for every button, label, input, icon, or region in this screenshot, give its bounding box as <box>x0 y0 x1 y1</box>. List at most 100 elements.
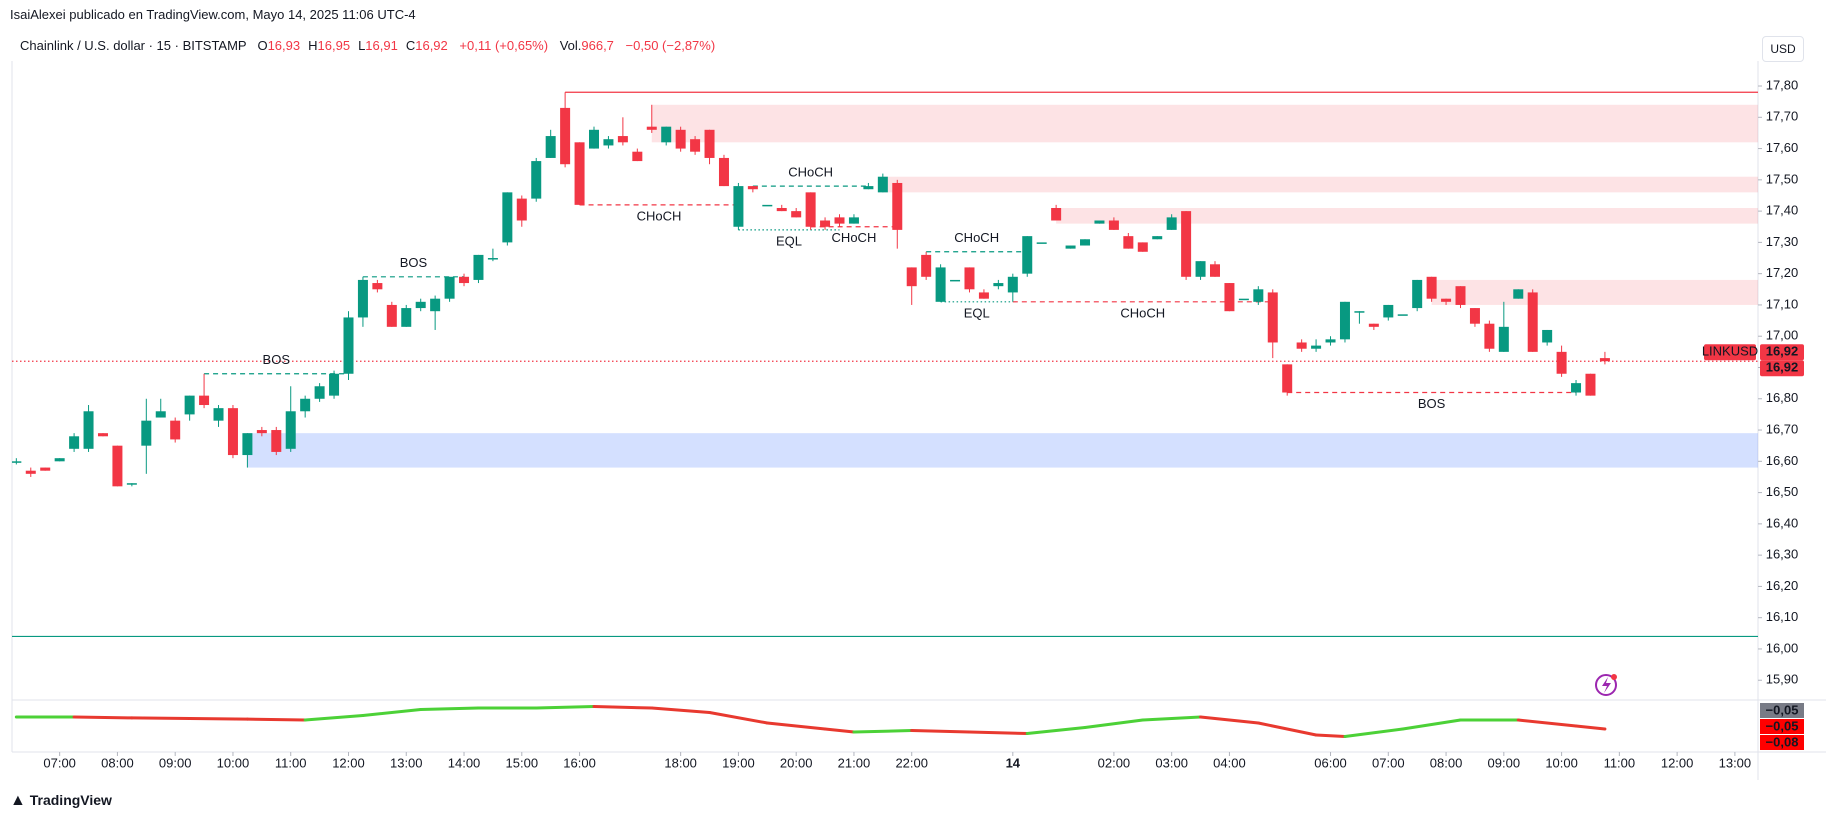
x-tick-label: 14:00 <box>448 755 481 770</box>
candle-body <box>25 470 36 474</box>
x-tick-label: 12:00 <box>1661 755 1694 770</box>
candle-body <box>256 430 267 434</box>
candle-body <box>112 445 123 487</box>
candle-body <box>12 461 22 463</box>
y-tick-label: 16,50 <box>1766 484 1799 499</box>
candle-body <box>170 420 181 440</box>
candle-body <box>1585 373 1596 396</box>
level-label: CHoCH <box>832 230 877 245</box>
y-tick-label: 17,00 <box>1766 328 1799 343</box>
ohlc-key: H <box>308 38 318 53</box>
candle-body <box>1556 351 1567 374</box>
symbol: Chainlink / U.S. dollar · 15 · BITSTAMP <box>20 38 247 53</box>
x-tick-label: 06:00 <box>1314 755 1347 770</box>
x-tick-label: 15:00 <box>506 755 539 770</box>
candle-body <box>1368 323 1379 327</box>
zone <box>247 433 1758 468</box>
ohlc-key: O <box>257 38 268 53</box>
ohlc-value: 16,91 <box>365 38 398 53</box>
candle-body <box>1513 289 1524 299</box>
candle-body <box>1441 298 1452 302</box>
candle-body <box>863 186 874 190</box>
x-tick-label: 12:00 <box>332 755 365 770</box>
candle-body <box>1238 298 1249 301</box>
candle-body <box>1354 311 1365 313</box>
osc-segment <box>708 711 769 725</box>
candle-body <box>1325 339 1336 343</box>
candle-body <box>329 373 340 396</box>
symbol-box <box>1704 344 1756 361</box>
x-tick-label: 11:00 <box>1604 755 1636 770</box>
candle-body <box>1296 342 1307 349</box>
zone <box>1056 207 1758 224</box>
candle-body <box>1080 239 1091 246</box>
osc-segment <box>823 727 856 734</box>
candle-body <box>444 276 455 299</box>
x-tick-label: 07:00 <box>1372 755 1405 770</box>
osc-segment <box>852 729 914 734</box>
x-tick-label: 22:00 <box>895 755 928 770</box>
ohlc-value: 16,92 <box>415 38 448 53</box>
candle-body <box>661 126 672 143</box>
x-tick-label: 21:00 <box>838 755 871 770</box>
price-box <box>1760 344 1804 361</box>
candle-body <box>762 204 773 207</box>
ohlc-key: C <box>405 38 416 53</box>
candle-body <box>921 254 932 277</box>
volume-change: −0,50 (−2,87%) <box>625 38 716 53</box>
candle-body <box>1484 323 1495 349</box>
y-tick-label: 16,70 <box>1766 421 1799 436</box>
alert-icon[interactable] <box>1595 674 1617 696</box>
osc-segment <box>419 706 480 711</box>
candle-body <box>632 151 643 162</box>
osc-segment <box>534 705 596 710</box>
level-label: EQL <box>776 233 802 248</box>
candle-body <box>603 139 614 146</box>
y-tick-label: 16,40 <box>1766 515 1799 530</box>
candle-body <box>820 220 831 227</box>
y-tick-label: 16,80 <box>1766 390 1799 405</box>
candle-body <box>1051 207 1062 221</box>
osc-label-box <box>1760 719 1804 734</box>
candle-body <box>126 483 137 485</box>
candle-body <box>83 411 94 449</box>
candle-body <box>690 139 701 152</box>
y-tick-label: 16,20 <box>1766 578 1799 593</box>
candle-body <box>372 283 383 290</box>
osc-segment <box>1141 715 1203 722</box>
osc-segment <box>245 717 307 722</box>
candle-body <box>1282 364 1293 393</box>
y-tick-label: 16,10 <box>1766 609 1799 624</box>
candle-body <box>1022 236 1033 274</box>
candle-body <box>1195 261 1206 277</box>
candle-body <box>1311 345 1322 349</box>
x-tick-label: 13:00 <box>390 755 423 770</box>
level-label: BOS <box>1418 396 1446 411</box>
candle-body <box>155 411 166 418</box>
candle-body <box>459 276 470 284</box>
ohlc-value: 16,95 <box>317 38 351 53</box>
publisher-line: IsaiAlexei publicado en TradingView.com,… <box>10 7 416 22</box>
osc-segment <box>765 721 827 731</box>
candle-body <box>531 161 542 199</box>
ohlc-value: 16,93 <box>267 38 301 53</box>
osc-segment <box>1401 718 1463 731</box>
osc-segment <box>1025 726 1087 735</box>
candle-body <box>978 292 989 299</box>
candle-body <box>141 420 152 446</box>
candle-body <box>430 298 441 312</box>
osc-label: −0,05 <box>1766 702 1799 717</box>
price-label: 16,92 <box>1766 360 1799 375</box>
osc-segment <box>303 714 365 722</box>
brand: ▲ TradingView <box>10 792 112 809</box>
x-tick-label: 19:00 <box>722 755 755 770</box>
currency-button[interactable]: USD <box>1762 36 1804 62</box>
price-label: 16,92 <box>1766 344 1799 359</box>
y-tick-label: 17,70 <box>1766 109 1799 124</box>
osc-segment <box>1199 715 1260 725</box>
candle-body <box>343 317 354 374</box>
osc-segment <box>1083 718 1145 729</box>
x-tick-label: 09:00 <box>1488 755 1521 770</box>
